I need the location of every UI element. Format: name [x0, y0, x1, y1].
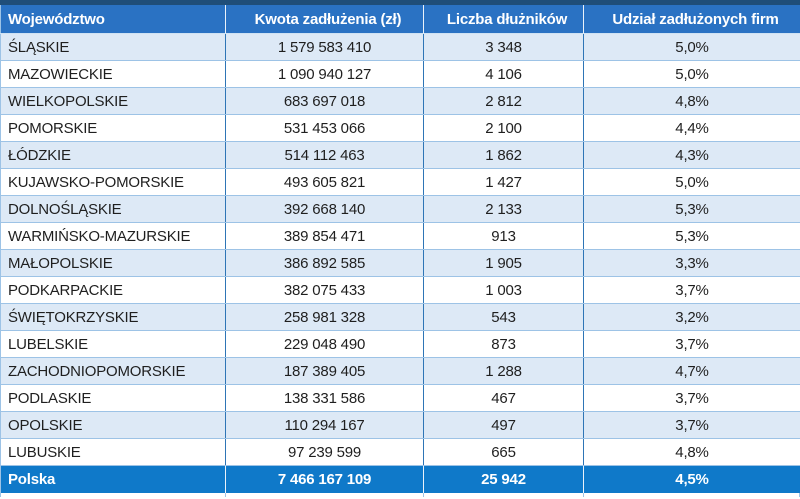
column-header-kwota-zadluzenia: Kwota zadłużenia (zł) [226, 5, 424, 34]
kwota-cell: 514 112 463 [226, 142, 424, 169]
liczba-cell: 2 812 [424, 88, 584, 115]
liczba-cell: 467 [424, 385, 584, 412]
kwota-cell: 493 605 821 [226, 169, 424, 196]
kwota-cell: 389 854 471 [226, 223, 424, 250]
wojewodztwo-cell: DOLNOŚLĄSKIE [1, 196, 226, 223]
kwota-cell: 392 668 140 [226, 196, 424, 223]
wojewodztwo-cell: LUBELSKIE [1, 331, 226, 358]
column-border-stub [423, 493, 424, 497]
udzial-cell: 4,4% [584, 115, 800, 142]
udzial-cell: 3,7% [584, 331, 800, 358]
wojewodztwo-cell: ŚWIĘTOKRZYSKIE [1, 304, 226, 331]
wojewodztwo-cell: MAŁOPOLSKIE [1, 250, 226, 277]
liczba-cell: 1 905 [424, 250, 584, 277]
column-header-liczba-dluznikow: Liczba dłużników [424, 5, 584, 34]
liczba-cell: 873 [424, 331, 584, 358]
udzial-cell: 5,0% [584, 34, 800, 61]
kwota-cell: 229 048 490 [226, 331, 424, 358]
liczba-cell: 3 348 [424, 34, 584, 61]
debt-data-table: Województwo Kwota zadłużenia (zł) Liczba… [0, 5, 800, 493]
udzial-cell: 5,3% [584, 223, 800, 250]
udzial-cell: 4,3% [584, 142, 800, 169]
column-header-udzial-zadluzonych-firm: Udział zadłużonych firm [584, 5, 800, 34]
column-border-stub [225, 493, 226, 497]
liczba-cell: 497 [424, 412, 584, 439]
wojewodztwo-cell: ŚLĄSKIE [1, 34, 226, 61]
wojewodztwo-cell: ZACHODNIOPOMORSKIE [1, 358, 226, 385]
liczba-cell: 2 133 [424, 196, 584, 223]
wojewodztwo-cell: ŁÓDZKIE [1, 142, 226, 169]
udzial-cell: 4,8% [584, 439, 800, 466]
kwota-cell: 386 892 585 [226, 250, 424, 277]
wojewodztwo-cell: POMORSKIE [1, 115, 226, 142]
column-header-wojewodztwo: Województwo [1, 5, 226, 34]
udzial-cell: 3,2% [584, 304, 800, 331]
liczba-cell: 1 003 [424, 277, 584, 304]
kwota-cell: 110 294 167 [226, 412, 424, 439]
udzial-cell: 3,7% [584, 277, 800, 304]
liczba-cell: 4 106 [424, 61, 584, 88]
udzial-cell: 5,0% [584, 169, 800, 196]
table-bottom-edge [0, 493, 800, 499]
kwota-cell: 258 981 328 [226, 304, 424, 331]
wojewodztwo-cell: LUBUSKIE [1, 439, 226, 466]
wojewodztwo-cell: KUJAWSKO-POMORSKIE [1, 169, 226, 196]
kwota-cell: 531 453 066 [226, 115, 424, 142]
column-border-stub [583, 493, 584, 497]
udzial-cell: 3,7% [584, 385, 800, 412]
header-row: Województwo Kwota zadłużenia (zł) Liczba… [1, 5, 800, 34]
kwota-cell: 138 331 586 [226, 385, 424, 412]
liczba-cell: 1 862 [424, 142, 584, 169]
wojewodztwo-cell: MAZOWIECKIE [1, 61, 226, 88]
udzial-cell: 5,0% [584, 61, 800, 88]
udzial-cell: 5,3% [584, 196, 800, 223]
kwota-cell: 683 697 018 [226, 88, 424, 115]
liczba-cell: 913 [424, 223, 584, 250]
liczba-cell: 1 427 [424, 169, 584, 196]
udzial-cell: 3,3% [584, 250, 800, 277]
udzial-cell: 3,7% [584, 412, 800, 439]
liczba-cell: 543 [424, 304, 584, 331]
kwota-cell: 187 389 405 [226, 358, 424, 385]
udzial-cell: 4,8% [584, 88, 800, 115]
wojewodztwo-cell: PODLASKIE [1, 385, 226, 412]
liczba-cell: 665 [424, 439, 584, 466]
kwota-cell: 97 239 599 [226, 439, 424, 466]
wojewodztwo-cell: WIELKOPOLSKIE [1, 88, 226, 115]
kwota-cell: 1 090 940 127 [226, 61, 424, 88]
wojewodztwo-cell: OPOLSKIE [1, 412, 226, 439]
liczba-cell: 2 100 [424, 115, 584, 142]
kwota-cell: 382 075 433 [226, 277, 424, 304]
udzial-cell: 4,7% [584, 358, 800, 385]
liczba-cell: 1 288 [424, 358, 584, 385]
kwota-cell: 1 579 583 410 [226, 34, 424, 61]
column-border-stub [0, 493, 1, 497]
wojewodztwo-cell: WARMIŃSKO-MAZURSKIE [1, 223, 226, 250]
wojewodztwo-cell: PODKARPACKIE [1, 277, 226, 304]
